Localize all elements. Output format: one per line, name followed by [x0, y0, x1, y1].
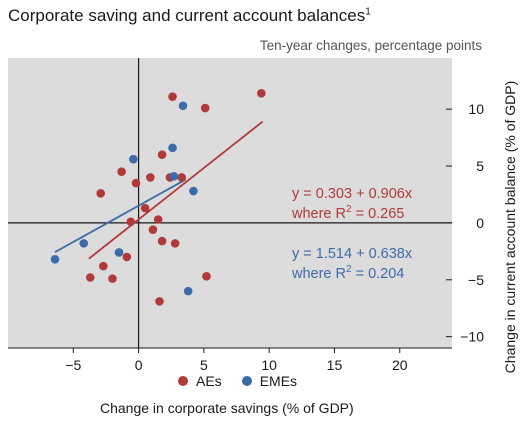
- point-aes: [140, 203, 150, 213]
- x-tick-label: 5: [200, 357, 208, 373]
- chart-title: Corporate saving and current account bal…: [8, 6, 371, 26]
- x-tick-label: 15: [327, 357, 343, 373]
- fit-line-aes: [88, 120, 264, 260]
- legend-marker-emes: [241, 376, 252, 386]
- point-emes: [79, 239, 89, 248]
- x-tick-label: 20: [392, 357, 408, 373]
- point-aes: [177, 173, 186, 182]
- x-tick-label: −5: [65, 357, 81, 373]
- point-aes: [202, 272, 211, 281]
- point-emes: [168, 143, 177, 153]
- legend-marker-aes: [178, 376, 188, 386]
- legend-item-aes: AEs: [178, 373, 222, 389]
- point-aes: [200, 103, 210, 113]
- point-aes: [96, 189, 106, 198]
- point-emes: [178, 101, 188, 111]
- point-aes: [126, 217, 136, 227]
- point-aes: [157, 150, 167, 159]
- title-footnote: 1: [365, 6, 371, 18]
- point-aes: [257, 88, 266, 98]
- tick-labels: −5 0 5 10 15 20 −10 −5 0 5 10: [65, 101, 484, 373]
- legend-item-emes: EMEs: [241, 373, 298, 389]
- point-aes: [108, 274, 117, 283]
- point-aes: [122, 252, 132, 262]
- y-tick-label: 5: [476, 158, 484, 174]
- point-emes: [183, 286, 193, 296]
- point-aes: [157, 236, 167, 246]
- data-points: [50, 88, 266, 306]
- legend-label-aes: AEs: [196, 373, 222, 389]
- chart-title-text: Corporate saving and current account bal…: [8, 6, 366, 25]
- r2-aes: where R2 = 0.265: [291, 204, 404, 222]
- point-emes: [129, 154, 138, 164]
- fit-lines: [54, 120, 264, 260]
- point-aes: [85, 273, 95, 282]
- regression-equations: y = 0.303 + 0.906x where R2 = 0.265 y = 1.…: [291, 186, 413, 282]
- y-tick-label: −10: [460, 329, 484, 345]
- legend: AEs EMEs: [178, 373, 297, 389]
- point-aes: [170, 239, 180, 248]
- r2-emes: where R2 = 0.204: [291, 264, 404, 282]
- y-tick-label: 10: [468, 101, 484, 117]
- point-emes: [169, 171, 179, 181]
- point-emes: [114, 248, 124, 257]
- fit-line-emes: [54, 178, 187, 253]
- x-tick-label: 0: [135, 357, 143, 373]
- point-emes: [189, 186, 198, 196]
- y-tick-label: −5: [468, 272, 484, 288]
- x-axis-label: Change in corporate savings (% of GDP): [100, 400, 354, 416]
- point-aes: [117, 167, 126, 177]
- point-emes: [50, 254, 60, 264]
- legend-label-emes: EMEs: [259, 373, 298, 389]
- point-aes: [131, 178, 141, 188]
- point-aes: [153, 215, 163, 224]
- point-aes: [155, 297, 164, 306]
- chart-subtitle: Ten-year changes, percentage points: [259, 38, 482, 53]
- axes: [8, 58, 452, 353]
- y-axis-label: Change in current account balance (% of …: [502, 80, 518, 374]
- point-aes: [146, 173, 155, 182]
- plot-area: [8, 58, 452, 348]
- x-tick-label: 10: [261, 357, 277, 373]
- point-aes: [148, 225, 158, 235]
- point-aes: [168, 92, 177, 101]
- equation-aes: y = 0.303 + 0.906x: [292, 186, 413, 202]
- point-aes: [99, 261, 108, 271]
- equation-emes: y = 1.514 + 0.638x: [292, 246, 413, 262]
- y-tick-label: 0: [476, 215, 484, 231]
